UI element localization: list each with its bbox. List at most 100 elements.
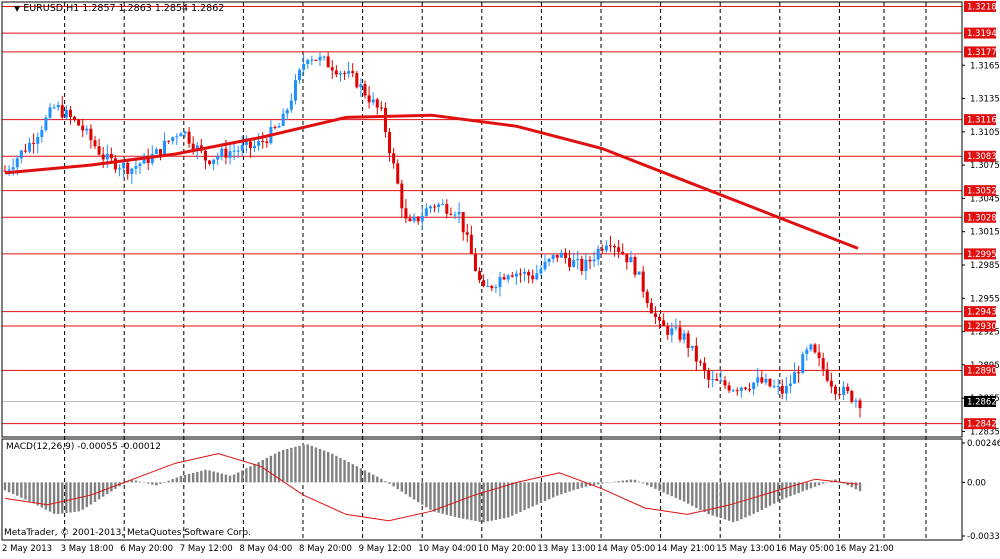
level-tag — [964, 306, 996, 318]
macd-bar — [449, 482, 453, 516]
candle-body — [306, 60, 310, 64]
current-price-tag — [964, 395, 996, 407]
macd-bar — [605, 482, 608, 483]
candle-body — [167, 140, 171, 142]
macd-bar — [425, 482, 428, 508]
candle-body — [723, 380, 727, 386]
time-label: 10 May 20:00 — [478, 544, 536, 554]
candle-body — [265, 141, 269, 144]
level-tag-label: 1.3177 — [967, 48, 997, 58]
time-label: 2 May 2013 — [2, 544, 52, 554]
level-tag-label: 1.3028 — [967, 213, 997, 223]
macd-bar — [764, 482, 768, 508]
candle-body — [359, 84, 363, 88]
macd-bar — [682, 482, 686, 502]
candle-body — [506, 275, 510, 280]
candle-body — [404, 208, 408, 219]
macd-bar — [208, 470, 211, 483]
candle-body — [478, 270, 482, 281]
candle-body — [138, 163, 142, 167]
time-label: 16 May 21:00 — [835, 544, 893, 554]
moving-average-line — [4, 113, 859, 250]
candle-body — [118, 168, 122, 170]
macd-bar — [466, 482, 469, 520]
candle-body — [302, 63, 306, 70]
symbol-label: EURUSD,H1 — [23, 3, 80, 14]
macd-bar — [392, 482, 395, 487]
macd-bar — [850, 482, 854, 488]
candle-body — [793, 372, 797, 384]
chart-menu-icon[interactable]: ▼ — [14, 4, 21, 13]
macd-bar — [232, 474, 236, 483]
macd-bar — [691, 482, 694, 506]
candle-body — [748, 388, 752, 390]
macd-bar — [584, 482, 588, 487]
macd-bar — [478, 482, 481, 522]
macd-bar — [351, 464, 354, 483]
macd-bar — [69, 482, 72, 513]
macd-bar — [130, 479, 134, 483]
macd-bar — [727, 482, 731, 521]
candle-body — [77, 119, 81, 126]
candle-body — [694, 345, 698, 362]
candle-body — [154, 149, 158, 154]
candle-body — [310, 59, 314, 61]
candle-body — [412, 216, 416, 221]
macd-bar — [347, 462, 350, 483]
candle-body — [563, 252, 567, 259]
candle-body — [535, 273, 539, 280]
macd-bar — [633, 479, 637, 483]
macd-bar — [77, 482, 80, 512]
macd-bar — [519, 482, 522, 513]
candle-body — [629, 257, 633, 263]
price-tick-label: 1.3135 — [970, 95, 1000, 105]
candle-body — [32, 142, 36, 144]
macd-bar — [306, 444, 309, 483]
candle-body — [735, 390, 739, 392]
macd-bar — [556, 482, 559, 496]
candle-body — [187, 131, 191, 144]
macd-bar — [93, 482, 97, 502]
macd-bar — [400, 482, 404, 492]
macd-bar — [40, 482, 44, 508]
candle-body — [158, 149, 162, 155]
macd-bar — [560, 482, 563, 495]
candle-body — [608, 245, 612, 247]
macd-bar — [433, 482, 436, 512]
macd-bar — [224, 474, 228, 483]
candles — [3, 52, 862, 418]
macd-bar — [200, 470, 203, 483]
macd-bar — [515, 482, 518, 514]
macd-bar — [126, 481, 129, 483]
candle-body — [486, 285, 490, 287]
candle-body — [351, 71, 355, 74]
candle-body — [817, 352, 821, 359]
macd-bar — [474, 482, 477, 521]
macd-bar — [711, 482, 714, 516]
macd-bar — [134, 480, 138, 483]
macd-bar — [494, 482, 498, 520]
macd-bar — [617, 481, 620, 483]
macd-bar — [44, 482, 48, 510]
macd-bar — [85, 482, 89, 508]
candle-body — [678, 327, 682, 340]
macd-bar — [294, 446, 297, 483]
macd-bar — [138, 481, 142, 483]
macd-bar — [756, 482, 759, 512]
time-label: 15 May 13:00 — [716, 544, 774, 554]
macd-bar — [776, 482, 780, 502]
macd-bar — [396, 482, 399, 490]
candle-body — [821, 358, 825, 370]
candle-body — [588, 259, 592, 262]
candle-body — [318, 56, 322, 61]
candle-body — [420, 215, 424, 222]
candle-body — [52, 107, 56, 109]
candle-body — [666, 325, 670, 335]
level-tag — [964, 114, 996, 126]
candle-body — [527, 271, 531, 276]
candle-body — [523, 271, 527, 274]
candle-body — [764, 378, 768, 383]
macd-bar — [809, 482, 813, 489]
